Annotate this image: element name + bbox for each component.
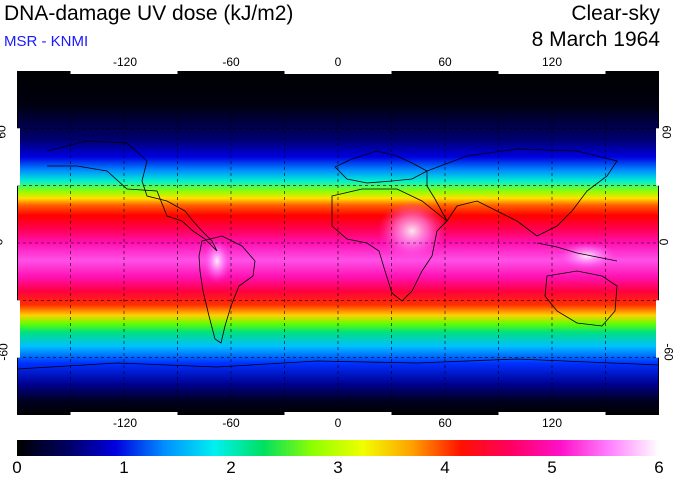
lon-tick-top: 120 <box>541 55 563 69</box>
colorbar-label: 0 <box>12 458 22 477</box>
coastlines <box>17 140 659 370</box>
coast-indonesia <box>536 242 618 262</box>
coast-australia <box>544 270 618 327</box>
coast-south-america <box>198 235 256 344</box>
coast-africa <box>331 188 448 302</box>
colorbar-label: 5 <box>547 458 557 477</box>
lat-tick-left: -60 <box>0 343 11 361</box>
lon-tick-top: 0 <box>334 55 342 69</box>
graticule <box>17 71 659 415</box>
lon-tick-bottom: -60 <box>222 416 240 430</box>
hotspot-indonesia <box>557 242 617 270</box>
lon-tick-top: -120 <box>112 55 138 69</box>
lon-tick-top: -60 <box>222 55 240 69</box>
colorbar-label: 1 <box>119 458 129 477</box>
lon-tick-bottom: 0 <box>334 416 342 430</box>
frame-ticks <box>17 71 659 415</box>
coast-north-america <box>46 140 218 252</box>
coast-antarctica <box>17 358 659 370</box>
colorbar-label: 3 <box>333 458 343 477</box>
lon-tick-bottom: 60 <box>438 416 452 430</box>
credit-label: MSR - KNMI <box>4 33 89 50</box>
map-title: DNA-damage UV dose (kJ/m2) <box>4 2 294 25</box>
lon-tick-bottom: -120 <box>112 416 138 430</box>
colorbar-gradient <box>17 440 659 456</box>
colorbar-label: 4 <box>440 458 450 477</box>
lat-tick-right: 60 <box>659 125 674 139</box>
hotspot-africa <box>378 201 446 261</box>
colorbar-label: 2 <box>226 458 236 477</box>
uv-dose-map <box>17 71 659 415</box>
colorbar-label: 6 <box>654 458 664 477</box>
lat-tick-right: -60 <box>661 343 676 361</box>
colorbar <box>17 440 659 456</box>
lon-tick-top: 60 <box>438 55 452 69</box>
lon-tick-bottom: 120 <box>541 416 563 430</box>
hotspot-andes <box>203 239 231 283</box>
lat-tick-left: 60 <box>0 125 9 139</box>
lat-tick-left: 0 <box>0 239 5 246</box>
sky-mode-label: Clear-sky <box>571 2 660 25</box>
date-label: 8 March 1964 <box>531 28 660 51</box>
